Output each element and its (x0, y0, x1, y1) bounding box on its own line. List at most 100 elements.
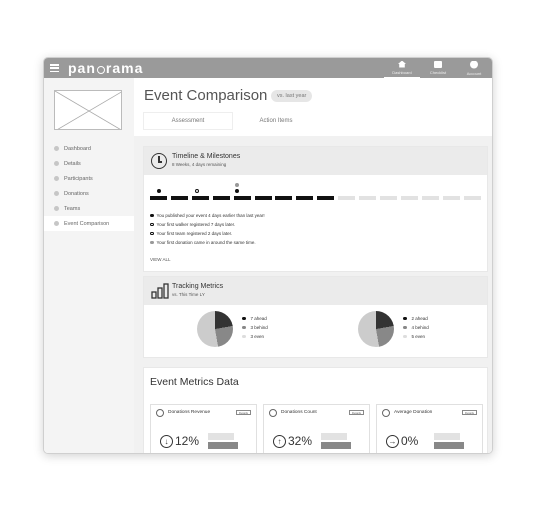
milestone-marker (235, 183, 239, 187)
bar-chart-icon (151, 283, 169, 299)
top-nav: Dashboard Checklist Account (384, 58, 492, 78)
timeline-segment-complete (170, 196, 188, 200)
topnav-label: Dashboard (392, 69, 412, 75)
milestone-text: Your first walker registered 7 days late… (156, 222, 236, 227)
nav-dot-icon (54, 146, 59, 151)
event-metrics-card: Event Metrics Data Donations Revenue Det… (143, 367, 488, 453)
milestone-text: Your first team registered 2 days later. (156, 231, 233, 236)
card-subtitle: vs. This Time LY (172, 292, 205, 297)
sidebar-item-label: Event Comparison (64, 220, 110, 227)
metric-card-average-donation: Average Donation Details → 0% (376, 404, 483, 453)
comparison-bar-dark (208, 442, 238, 449)
legend-swatch (403, 325, 407, 330)
topnav-checklist[interactable]: Checklist (420, 58, 456, 78)
legend-item: 2 ahead (403, 316, 428, 321)
page-title: Event Comparison (144, 87, 268, 104)
milestone-item: Your first walker registered 7 days late… (150, 222, 235, 227)
tracking-pie-chart (358, 311, 394, 347)
milestone-text: Your first donation came in around the s… (156, 240, 256, 245)
details-button[interactable]: Details (348, 410, 364, 415)
nav-dot-icon (54, 161, 59, 166)
card-header: Tracking Metrics vs. This Time LY (144, 277, 487, 305)
sidebar-item-teams[interactable]: Teams (44, 201, 134, 216)
metric-label: Donations Revenue (168, 410, 211, 415)
legend-swatch (242, 334, 246, 339)
timeline-segment-complete (212, 196, 230, 200)
main-panel: Event Comparison vs. last year Assessmen… (134, 78, 492, 453)
app-logo[interactable]: pan rama (68, 60, 144, 76)
topnav-label: Checklist (429, 70, 447, 75)
tab-assessment[interactable]: Assessment (144, 113, 232, 129)
legend-swatch (403, 334, 407, 339)
tab-action-items[interactable]: Action Items (259, 118, 293, 124)
legend-text: 2 ahead (411, 316, 428, 321)
timeline-segment-complete (317, 196, 335, 200)
sidebar-item-event-comparison[interactable]: Event Comparison (44, 216, 134, 231)
menu-icon[interactable] (50, 64, 59, 72)
view-all-link[interactable]: VIEW ALL (150, 257, 171, 262)
timeline-segment-remaining (442, 196, 460, 200)
milestone-marker (157, 189, 161, 193)
sidebar-item-participants[interactable]: Participants (44, 171, 134, 186)
bullet-icon (150, 222, 154, 227)
legend-text: 7 ahead (250, 316, 267, 321)
details-button[interactable]: Details (461, 410, 477, 415)
timeline-segment-remaining (338, 196, 356, 200)
metric-circle-icon (156, 409, 164, 417)
sidebar-item-donations[interactable]: Donations (44, 186, 134, 201)
card-title: Tracking Metrics (172, 283, 224, 290)
legend-swatch (242, 325, 246, 330)
bullet-icon (150, 231, 154, 236)
metric-value: 12% (175, 434, 200, 448)
sidebar-nav: Dashboard Details Participants Donations… (44, 141, 134, 231)
sidebar-item-label: Participants (64, 175, 93, 182)
timeline-segment-remaining (359, 196, 376, 200)
details-button[interactable]: Details (235, 410, 251, 415)
timeline-segment-remaining (379, 196, 397, 200)
arrow-down-icon: ↓ (160, 435, 173, 448)
comparison-bar-light (434, 433, 460, 440)
milestone-text: You published your event 4 days earlier … (156, 213, 265, 218)
section-title: Event Metrics Data (150, 376, 239, 388)
metric-value: 0% (401, 434, 419, 448)
tab-bar: Assessment Action Items (144, 113, 484, 129)
comparison-bar-light (321, 433, 347, 440)
sidebar-item-dashboard[interactable]: Dashboard (44, 141, 134, 156)
legend-item: 5 even (403, 334, 425, 339)
nav-dot-icon (54, 191, 59, 196)
legend-item: 3 behind (242, 325, 268, 330)
topnav-dashboard[interactable]: Dashboard (384, 58, 420, 78)
tracking-pie-chart (197, 311, 233, 347)
metric-label: Donations Count (281, 410, 317, 415)
event-image-placeholder (54, 90, 122, 130)
clock-icon (151, 153, 167, 169)
legend-item: 4 behind (403, 325, 429, 330)
arrow-right-icon: → (386, 435, 399, 448)
comparison-bar-dark (321, 442, 351, 449)
metric-circle-icon (269, 409, 277, 417)
metric-circle-icon (382, 409, 390, 417)
user-icon (470, 60, 478, 69)
top-bar: pan rama Dashboard Checklist Account (44, 58, 492, 78)
sidebar-item-label: Donations (64, 190, 89, 197)
timeline-segment-complete (191, 196, 209, 200)
timeline-segment-complete (275, 196, 293, 200)
nav-dot-icon (54, 206, 59, 211)
sidebar-item-label: Details (64, 160, 81, 167)
metric-value: 32% (288, 434, 313, 448)
card-header: Timeline & Milestones 8 Weeks, 4 days re… (144, 147, 487, 175)
comparison-badge[interactable]: vs. last year (271, 90, 313, 102)
legend-text: 4 behind (411, 325, 429, 330)
topnav-account[interactable]: Account (456, 58, 492, 78)
sidebar-item-details[interactable]: Details (44, 156, 134, 171)
metric-card-donations-count: Donations Count Details ↑ 32% (263, 404, 370, 453)
topnav-label: Account (466, 70, 482, 76)
milestone-item: Your first team registered 2 days later. (150, 231, 232, 236)
arrow-up-icon: ↑ (273, 435, 286, 448)
timeline-card: Timeline & Milestones 8 Weeks, 4 days re… (143, 146, 488, 272)
timeline-segment-complete (254, 196, 272, 200)
timeline-segment-complete (296, 196, 314, 200)
logo-circle-icon (96, 66, 105, 74)
timeline-segment-remaining (400, 196, 418, 200)
tracking-card: Tracking Metrics vs. This Time LY 7 ahea… (143, 276, 488, 358)
